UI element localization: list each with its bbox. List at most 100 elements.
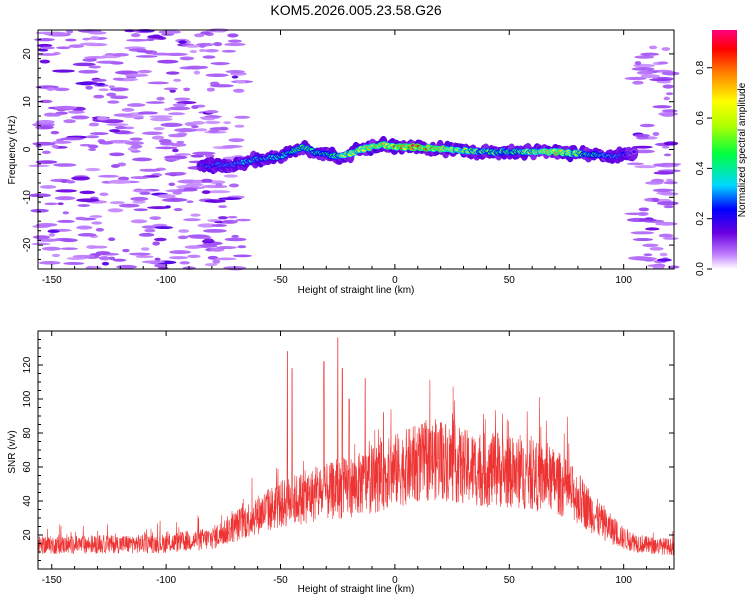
noise-speckle: [93, 94, 105, 99]
noise-speckle: [47, 230, 60, 233]
noise-speckle: [130, 33, 141, 38]
noise-speckle: [84, 56, 108, 59]
noise-speckle: [218, 197, 242, 201]
noise-speckle: [130, 176, 150, 180]
noise-speckle: [96, 116, 109, 121]
noise-speckle: [169, 250, 191, 255]
noise-speckle: [636, 70, 654, 75]
noise-speckle: [139, 168, 161, 172]
noise-speckle: [109, 87, 129, 92]
noise-speckle: [126, 103, 146, 107]
noise-speckle: [177, 235, 189, 240]
noise-speckle: [72, 62, 96, 67]
noise-speckle: [89, 215, 103, 218]
noise-speckle: [88, 31, 107, 35]
noise-speckle: [659, 162, 682, 166]
x-tick-label: 0: [392, 575, 398, 586]
noise-speckle: [135, 55, 158, 58]
noise-speckle: [85, 135, 100, 139]
noise-speckle: [125, 73, 149, 78]
noise-speckle: [72, 254, 96, 258]
noise-speckle: [645, 181, 664, 185]
noise-speckle: [172, 191, 183, 195]
noise-speckle: [190, 213, 201, 217]
noise-speckle: [202, 184, 226, 189]
noise-speckle: [56, 46, 71, 50]
noise-speckle: [154, 257, 161, 261]
noise-speckle: [147, 81, 170, 85]
noise-speckle: [185, 44, 200, 48]
colorbar-tick-label: 0.2: [695, 211, 706, 225]
noise-speckle: [77, 233, 97, 237]
noise-speckle: [204, 120, 221, 125]
noise-speckle: [156, 59, 179, 64]
noise-speckle: [54, 196, 76, 201]
noise-speckle: [108, 237, 116, 242]
y-tick-label: 0: [22, 146, 33, 152]
noise-speckle: [216, 245, 238, 250]
noise-speckle: [142, 131, 163, 136]
noise-speckle: [201, 117, 216, 121]
x-tick-label: 50: [504, 575, 516, 586]
noise-speckle: [234, 115, 251, 119]
noise-speckle: [170, 143, 187, 147]
noise-speckle: [212, 62, 228, 66]
noise-speckle: [652, 188, 674, 193]
noise-speckle: [204, 199, 226, 203]
noise-speckle: [57, 202, 64, 206]
noise-speckle: [130, 144, 143, 149]
noise-speckle: [665, 178, 674, 182]
noise-speckle: [164, 172, 185, 176]
noise-speckle: [212, 259, 221, 264]
noise-speckle: [51, 69, 76, 73]
noise-speckle: [68, 44, 85, 48]
noise-speckle: [92, 78, 107, 82]
noise-speckle: [118, 203, 140, 208]
noise-speckle: [201, 178, 213, 183]
noise-speckle: [149, 115, 173, 119]
noise-speckle: [192, 151, 216, 155]
noise-speckle: [215, 183, 223, 187]
noise-speckle: [201, 190, 211, 194]
colorbar-label: Normalized spectral amplitude: [737, 82, 748, 217]
noise-speckle: [638, 207, 650, 212]
noise-speckle: [163, 87, 179, 91]
noise-speckle: [34, 38, 55, 42]
noise-speckle: [643, 253, 653, 257]
noise-speckle: [172, 148, 179, 153]
noise-speckle: [155, 146, 178, 150]
noise-speckle: [41, 246, 62, 251]
noise-speckle: [32, 141, 56, 146]
noise-speckle: [154, 263, 168, 268]
noise-speckle: [204, 263, 218, 267]
spectrogram-frame: [37, 29, 675, 270]
snr-panel: -150 -100 -50 0 50 100 20 40 60 80 100 120 Height o…: [7, 330, 675, 595]
noise-speckle: [107, 179, 132, 184]
noise-speckle: [35, 160, 58, 164]
noise-speckle: [60, 247, 79, 251]
noise-speckle: [624, 76, 647, 81]
x-tick-label: -150: [42, 275, 62, 286]
noise-speckle: [168, 256, 189, 260]
noise-speckle: [107, 208, 124, 213]
noise-speckle: [152, 223, 168, 227]
noise-speckle: [88, 65, 102, 69]
noise-speckle: [39, 185, 57, 189]
noise-speckle: [106, 123, 129, 127]
noise-speckle: [228, 138, 245, 143]
noise-speckle: [173, 208, 183, 212]
noise-speckle: [637, 211, 649, 216]
noise-speckle: [653, 171, 675, 175]
noise-speckle: [642, 243, 659, 248]
noise-speckle: [89, 132, 109, 136]
noise-speckle: [665, 92, 674, 96]
noise-speckle: [231, 234, 239, 238]
noise-speckle: [656, 258, 672, 262]
noise-speckle: [234, 124, 245, 128]
noise-speckle: [158, 139, 172, 144]
colorbar-tick-label: 0.8: [695, 60, 706, 74]
noise-speckle: [634, 165, 657, 169]
y-tick-label: -10: [22, 190, 33, 205]
